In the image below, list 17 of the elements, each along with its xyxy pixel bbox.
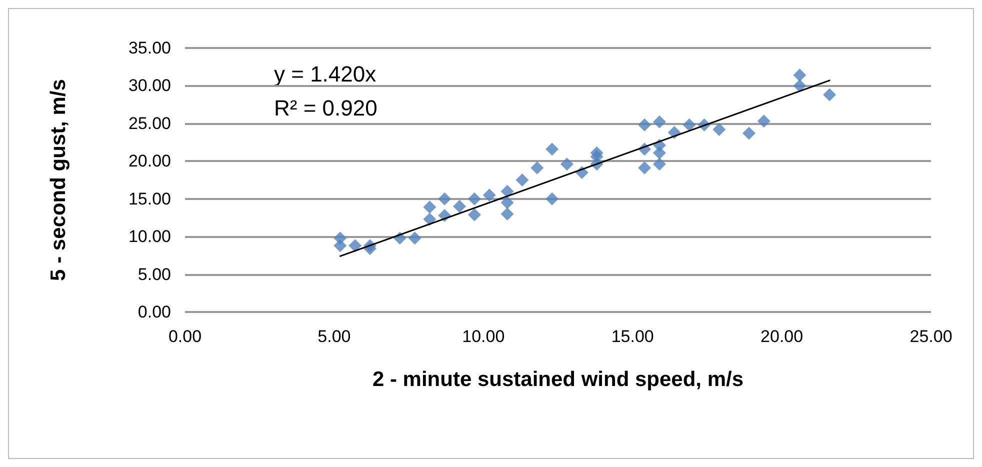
x-tick-label: 20.00 — [760, 327, 804, 346]
x-axis-title: 2 - minute sustained wind speed, m/s — [372, 368, 744, 391]
y-axis-title: 5 - second gust, m/s — [47, 79, 70, 281]
x-tick-label: 15.00 — [611, 327, 654, 346]
annotation: R² = 0.920 — [274, 96, 378, 120]
y-tick-label: 10.00 — [128, 227, 171, 246]
y-tick-label: 30.00 — [128, 76, 171, 96]
x-tick-label: 10.00 — [462, 327, 505, 346]
y-tick-label: 5.00 — [138, 264, 171, 284]
x-tick-label: 25.00 — [910, 327, 952, 346]
y-tick-label: 25.00 — [128, 114, 171, 133]
y-tick-label: 15.00 — [128, 189, 171, 208]
y-tick-label: 35.00 — [128, 38, 171, 58]
x-tick-label: 5.00 — [318, 327, 351, 346]
y-tick-label: 0.00 — [138, 302, 171, 322]
y-tick-label: 20.00 — [128, 152, 171, 171]
x-tick-label: 0.00 — [168, 327, 202, 346]
